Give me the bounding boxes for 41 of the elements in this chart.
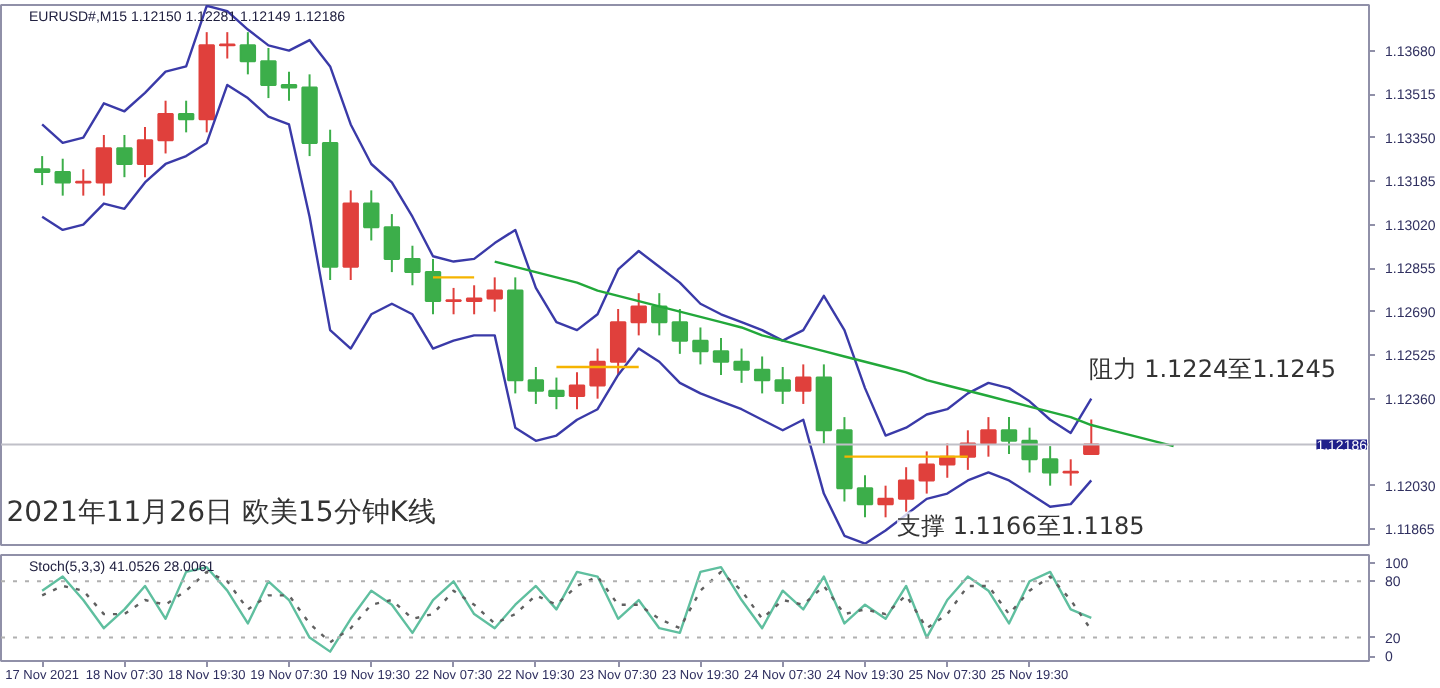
- candlestick: [136, 126, 154, 179]
- candlestick: [465, 284, 483, 316]
- candlestick: [712, 337, 730, 376]
- annotation: 2021年11月26日 欧美15分钟K线: [6, 496, 436, 529]
- candlestick: [383, 213, 401, 274]
- annotation: 阻力 1.1224至1.1245: [1088, 355, 1337, 383]
- candlestick: [774, 366, 791, 405]
- candlestick: [1041, 445, 1059, 487]
- candlestick: [527, 366, 545, 405]
- candlestick: [54, 157, 71, 197]
- candlestick: [692, 326, 709, 366]
- candlestick: [445, 286, 462, 316]
- candlestick: [260, 46, 277, 100]
- candlestick: [1021, 426, 1038, 474]
- candlestick: [980, 416, 997, 458]
- candlestick: [116, 133, 133, 179]
- candlestick: [918, 450, 935, 495]
- candlestick: [239, 31, 257, 76]
- candlestick: [177, 99, 195, 134]
- candlestick: [280, 70, 298, 102]
- candlestick: [568, 371, 586, 411]
- candlestick: [548, 376, 565, 411]
- candlestick: [856, 474, 874, 519]
- annotation: 支撑 1.1166至1.1185: [897, 511, 1145, 540]
- candlestick: [753, 355, 771, 395]
- candlestick: [897, 466, 915, 514]
- candlestick: [424, 257, 442, 316]
- candlestick: [877, 484, 894, 519]
- candlestick: [33, 155, 51, 187]
- candlestick: [1000, 416, 1018, 456]
- candlestick: [486, 276, 503, 313]
- candlestick: [157, 99, 174, 155]
- candlestick: [589, 347, 606, 400]
- candlestick: [630, 292, 647, 337]
- candlestick: [609, 308, 627, 376]
- candlestick: [671, 308, 689, 355]
- candlestick: [795, 363, 812, 405]
- candlestick: [95, 133, 113, 197]
- candlestick: [733, 347, 750, 384]
- candlestick: [404, 244, 421, 287]
- candlestick: [363, 189, 380, 242]
